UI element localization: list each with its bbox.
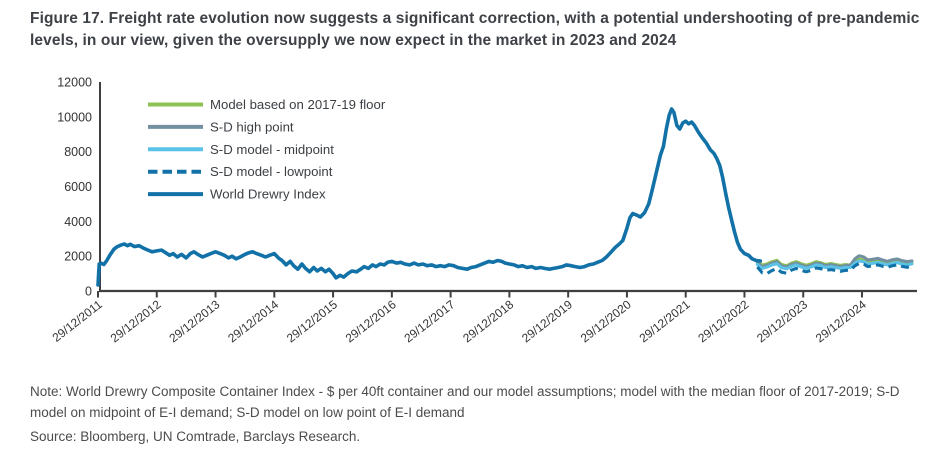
x-tick-labels: 29/12/2011 29/12/2012 29/12/2013 29/12/2014… [50,291,869,345]
x-tick-label: 29/12/2021 [637,297,693,345]
legend-label: S-D model - midpoint [210,142,334,157]
x-tick-label: 29/12/2011 [50,297,106,345]
y-tick-labels: 0 2000 4000 6000 8000 10000 12000 [57,76,92,299]
x-tick-label: 29/12/2020 [578,297,634,345]
legend-label: S-D model - lowpoint [210,164,333,179]
y-tick-label: 10000 [57,110,92,124]
figure-note: Note: World Drewry Composite Container I… [30,384,900,421]
x-tick-label: 29/12/2017 [402,297,458,345]
x-tick-label: 29/12/2019 [519,297,575,345]
x-tick-label: 29/12/2018 [460,297,516,345]
series-s-d-model-lowpoint [756,261,913,276]
x-tick-label: 29/12/2022 [695,297,751,345]
legend: Model based on 2017-19 floor S-D high poi… [148,97,386,202]
y-tick-label: 0 [85,285,92,299]
figure-title: Figure 17. Freight rate evolution now su… [30,10,920,49]
figure-source: Source: Bloomberg, UN Comtrade, Barclays… [30,429,361,444]
legend-label: World Drewry Index [210,187,326,202]
x-tick-label: 29/12/2024 [813,297,869,345]
y-tick-label: 8000 [64,145,92,159]
x-tick-label: 29/12/2016 [343,297,399,345]
series-lines [96,107,914,287]
series-s-d-model-midpoint [755,259,914,271]
legend-label: S-D high point [210,119,294,134]
y-tick-label: 12000 [57,76,92,90]
series-world-drewry-index [96,107,763,287]
y-tick-label: 4000 [64,215,92,229]
x-tick-label: 29/12/2014 [225,297,281,345]
series-s-d-high-point [755,254,914,269]
legend-label: Model based on 2017-19 floor [210,97,386,112]
x-tick-label: 29/12/2015 [284,297,340,345]
y-tick-label: 2000 [64,250,92,264]
y-tick-label: 6000 [64,180,92,194]
x-tick-label: 29/12/2013 [166,297,222,345]
axes [99,82,917,293]
x-tick-label: 29/12/2023 [754,297,810,345]
x-tick-label: 29/12/2012 [108,297,164,345]
